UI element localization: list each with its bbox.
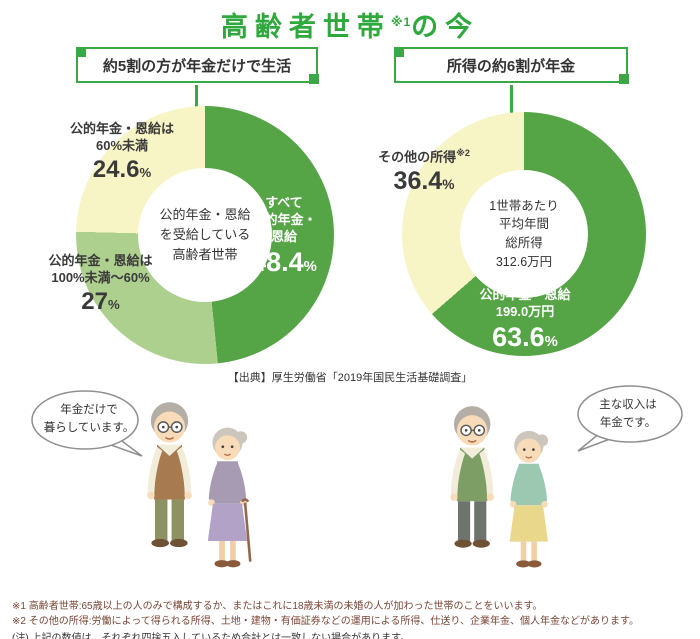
text-line: 総所得 [505, 236, 543, 250]
left-chart-header-label: 約5割の方が年金だけで生活 [102, 57, 292, 75]
left-connector-line [195, 85, 198, 108]
text-line: 年金です。 [599, 417, 657, 430]
speech-bubble-shape [31, 390, 143, 457]
label-line: 199.0万円 [495, 304, 555, 320]
left-donut-center-label: 公的年金・恩給 を受給している 高齢者世帯 [138, 168, 272, 302]
speech-bubble-shape [577, 385, 683, 452]
footnote-2: ※2 その他の所得:労働によって得られる所得、土地・建物・有価証券などの運用によ… [12, 616, 639, 627]
right-label-other-income: その他の所得※2 36.4% [356, 148, 492, 196]
speech-bubble-right: 主な収入は 年金です。 [572, 383, 684, 453]
label-line: 公的年金・恩給 [479, 287, 571, 302]
label-value: 24.6% [92, 156, 152, 184]
speech-bubble-right-text: 主な収入は 年金です。 [572, 396, 684, 433]
elderly-woman-figure [509, 430, 549, 568]
title-text-post: の今 [411, 12, 480, 42]
elderly-man-figure [450, 406, 495, 548]
speech-bubble-left-text: 年金だけで 暮らしています。 [30, 401, 148, 438]
elderly-couple-right-illustration [450, 406, 549, 568]
label-line: 公的年金・ [251, 212, 317, 228]
right-label-pension-income: 公的年金・恩給 199.0万円 63.6% [452, 286, 598, 353]
label-value: 48.4% [251, 247, 317, 278]
text-line: 暮らしています。 [43, 422, 135, 435]
text-line: 平均年間 [498, 217, 549, 232]
right-donut-center-label: 1世帯あたり 平均年間 総所得 312.6万円 [460, 170, 588, 298]
elderly-couple-left-illustration [147, 402, 252, 568]
text-line: 1世帯あたり [489, 198, 559, 213]
speech-bubble-left: 年金だけで 暮らしています。 [30, 388, 148, 460]
text-line: 主な収入は [599, 399, 657, 411]
title-footnote-marker: ※1 [390, 15, 412, 29]
label-line: その他の所得※2 [378, 148, 470, 165]
left-chart-header-box: 約5割の方が年金だけで生活 [75, 46, 319, 84]
text-line: 高齢者世帯 [172, 247, 238, 263]
left-label-under-60: 公的年金・恩給は 60%未満 24.6% [36, 120, 208, 184]
left-label-all-pension: すべて 公的年金・ 恩給 48.4% [228, 194, 340, 278]
title-text-pre: 高齢者世帯 [220, 12, 391, 42]
label-line: 公的年金・恩給は [69, 121, 174, 136]
right-chart-header-box: 所得の約6割が年金 [393, 46, 629, 84]
label-line: 60%未満 [95, 138, 149, 154]
text-line: 年金だけで [60, 404, 118, 416]
right-donut-chart: 1世帯あたり 平均年間 総所得 312.6万円 [402, 112, 646, 356]
right-connector-line [510, 85, 513, 114]
elderly-man-figure [147, 402, 192, 548]
label-value: 36.4% [393, 167, 455, 196]
text-line: 312.6万円 [495, 254, 553, 269]
label-value: 63.6% [492, 322, 558, 353]
footnote-marker: ※2 [456, 148, 470, 158]
right-chart-header-label: 所得の約6割が年金 [446, 57, 576, 75]
label-line: 恩給 [270, 229, 297, 245]
label-line: 100%未満〜60% [51, 270, 150, 286]
elderly-woman-figure [207, 427, 252, 568]
text-line: を受給している [159, 226, 251, 242]
label-line: 公的年金・恩給は [48, 253, 153, 268]
left-donut-chart: 公的年金・恩給 を受給している 高齢者世帯 [76, 106, 334, 364]
footnote-1: ※1 高齢者世帯:65歳以上の人のみで構成するか、またはこれに18歳未満の未婚の… [12, 601, 543, 612]
label-line: すべて [265, 195, 303, 210]
page-title: 高齢者世帯※1の今 [0, 5, 700, 44]
text-line: 公的年金・恩給 [159, 206, 251, 222]
rounding-note: (注) 上記の数値は、それぞれ四捨五入しているため合計とは一致しない場合がありま… [12, 633, 411, 639]
label-value: 27% [81, 288, 120, 316]
left-label-60-to-100: 公的年金・恩給は 100%未満〜60% 27% [18, 252, 183, 316]
source-caption: 【出典】厚生労働省「2019年国民生活基礎調査」 [227, 372, 473, 384]
